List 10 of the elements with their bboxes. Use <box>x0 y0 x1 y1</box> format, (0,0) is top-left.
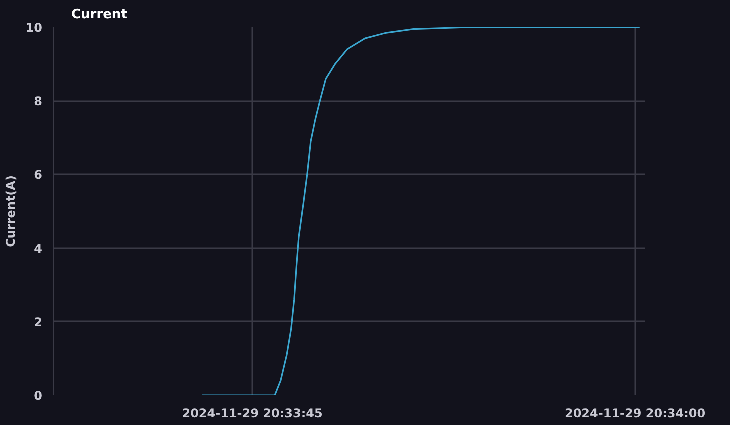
chart-title: Current <box>72 8 128 22</box>
y-tick-label: 4 <box>34 242 43 256</box>
x-tick-label: 2024-11-29 20:33:45 <box>182 406 323 420</box>
y-tick-label: 10 <box>26 21 43 35</box>
x-tick-label: 2024-11-29 20:34:00 <box>564 406 706 420</box>
y-tick-label: 6 <box>34 168 43 182</box>
y-tick-label: 0 <box>34 389 43 403</box>
y-axis-title: Current(A) <box>4 176 18 248</box>
y-tick-label: 2 <box>34 315 43 330</box>
y-tick-label: 8 <box>34 94 43 109</box>
